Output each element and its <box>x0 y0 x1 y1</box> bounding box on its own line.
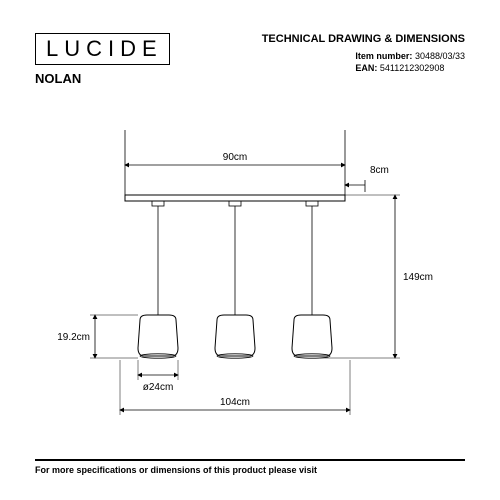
product-meta: Item number: 30488/03/33 EAN: 5411212302… <box>355 51 465 74</box>
spec-sheet: LUCIDE TECHNICAL DRAWING & DIMENSIONS NO… <box>15 15 485 485</box>
header-subtitle: TECHNICAL DRAWING & DIMENSIONS <box>262 33 465 45</box>
dim-rail-depth: 8cm <box>370 165 389 176</box>
ean-label: EAN: <box>355 63 377 73</box>
item-number-label: Item number: <box>355 51 412 61</box>
ean: 5411212302908 <box>380 63 444 73</box>
dim-drop-height: 149cm <box>403 272 433 283</box>
technical-drawing: 90cm 8cm 149cm <box>35 95 465 445</box>
footer-note: For more specifications or dimensions of… <box>35 459 465 475</box>
item-number: 30488/03/33 <box>415 51 465 61</box>
pendant-2 <box>215 201 255 358</box>
dim-shade-height: 19.2cm <box>57 332 90 343</box>
dim-total-width: 104cm <box>220 397 250 408</box>
dim-rail-width: 90cm <box>223 152 247 163</box>
pendant-3 <box>292 201 332 358</box>
pendant-1 <box>138 201 178 358</box>
dim-shade-diameter: ø24cm <box>143 382 174 393</box>
brand-logo: LUCIDE <box>35 33 170 65</box>
